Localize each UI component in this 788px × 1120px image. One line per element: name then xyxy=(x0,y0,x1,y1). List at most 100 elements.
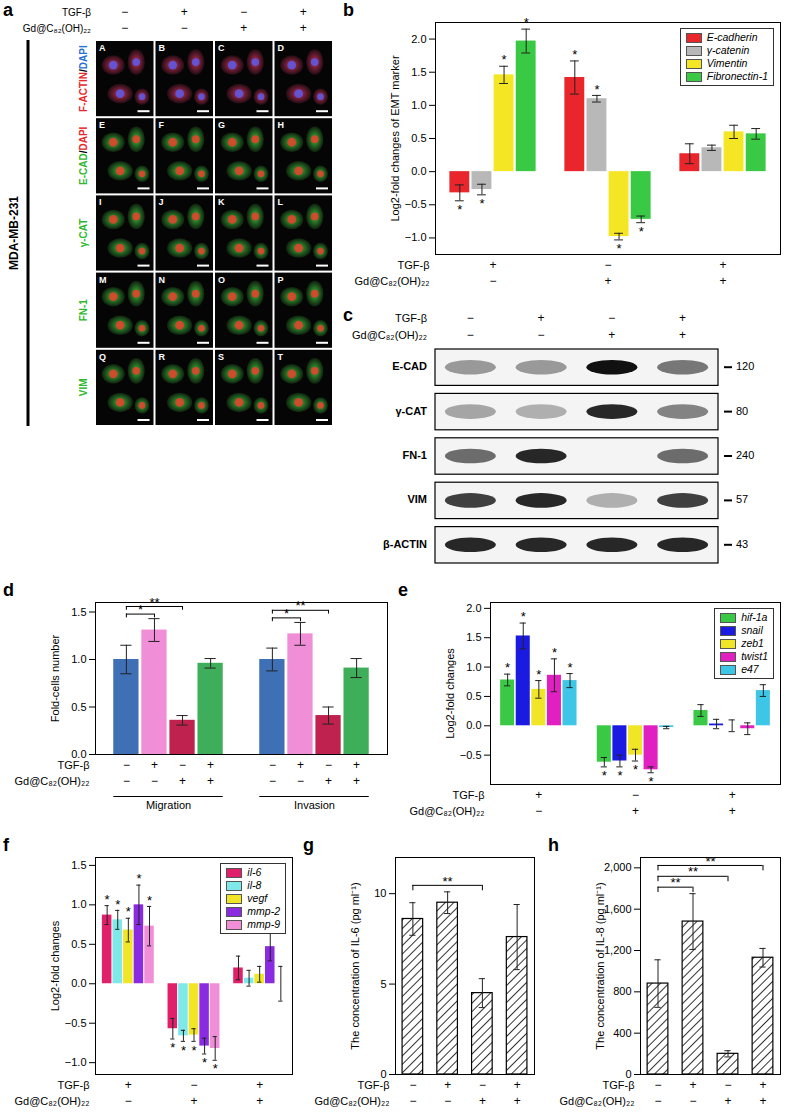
svg-text:+: + xyxy=(759,1094,766,1108)
svg-text:10: 10 xyxy=(374,887,386,899)
svg-text:0.5: 0.5 xyxy=(411,132,426,144)
svg-text:+: + xyxy=(514,1094,521,1108)
svg-text:TGF-β: TGF-β xyxy=(58,1079,90,1091)
svg-text:+: + xyxy=(300,5,307,19)
svg-text:1.5: 1.5 xyxy=(71,606,86,618)
svg-text:1,200: 1,200 xyxy=(604,944,632,956)
svg-text:+: + xyxy=(151,758,158,772)
svg-text:F-ACTIN/DAPI: F-ACTIN/DAPI xyxy=(78,45,89,112)
svg-text:80: 80 xyxy=(736,405,748,417)
svg-text:TGF-β: TGF-β xyxy=(603,1079,635,1091)
svg-text:*: * xyxy=(505,660,510,675)
svg-text:+: + xyxy=(719,274,726,288)
svg-text:−1.0: −1.0 xyxy=(65,1056,87,1068)
svg-text:TGF-β: TGF-β xyxy=(358,1079,390,1091)
svg-text:+: + xyxy=(729,804,736,818)
svg-text:Gd@C₈₂(OH)₂₂: Gd@C₈₂(OH)₂₂ xyxy=(560,1095,635,1107)
svg-text:E-CAD/DAPI: E-CAD/DAPI xyxy=(78,126,89,185)
svg-text:Q: Q xyxy=(99,352,106,362)
svg-text:−: − xyxy=(654,1078,661,1092)
svg-text:−: − xyxy=(325,758,332,772)
svg-text:−1.0: −1.0 xyxy=(405,231,427,243)
svg-text:*: * xyxy=(457,202,462,217)
svg-text:+: + xyxy=(125,1078,132,1092)
svg-text:5: 5 xyxy=(380,978,386,990)
svg-text:N: N xyxy=(159,275,166,285)
svg-text:TGF-β: TGF-β xyxy=(453,789,485,801)
svg-text:+: + xyxy=(604,274,611,288)
svg-text:+: + xyxy=(759,1078,766,1092)
svg-text:*: * xyxy=(136,871,141,886)
svg-text:P: P xyxy=(278,275,284,285)
svg-text:1,600: 1,600 xyxy=(604,903,632,915)
svg-text:−: − xyxy=(269,774,276,788)
svg-text:Fold-cells number: Fold-cells number xyxy=(49,634,61,722)
svg-text:−: − xyxy=(240,5,247,19)
svg-text:+: + xyxy=(514,1078,521,1092)
svg-text:MDA-MB-231: MDA-MB-231 xyxy=(7,196,21,270)
svg-text:2.0: 2.0 xyxy=(411,33,426,45)
svg-text:−: − xyxy=(489,274,496,288)
svg-text:*: * xyxy=(639,224,644,239)
svg-text:−: − xyxy=(467,328,474,342)
svg-text:+: + xyxy=(608,328,615,342)
svg-text:−: − xyxy=(467,311,474,325)
svg-text:0.5: 0.5 xyxy=(71,938,86,950)
svg-text:+: + xyxy=(179,774,186,788)
svg-text:+: + xyxy=(679,311,686,325)
svg-text:+: + xyxy=(181,5,188,19)
svg-text:H: H xyxy=(278,120,285,130)
svg-text:−: − xyxy=(121,5,128,19)
svg-text:*: * xyxy=(602,768,607,783)
svg-text:+: + xyxy=(489,258,496,272)
svg-text:0.0: 0.0 xyxy=(71,977,86,989)
svg-text:+: + xyxy=(190,1094,197,1108)
svg-text:J: J xyxy=(159,197,164,207)
svg-text:F: F xyxy=(159,120,165,130)
svg-text:Gd@C₈₂(OH)₂₂: Gd@C₈₂(OH)₂₂ xyxy=(352,329,427,341)
svg-text:*: * xyxy=(617,241,622,256)
svg-text:−: − xyxy=(632,788,639,802)
svg-text:S: S xyxy=(218,352,224,362)
svg-text:+: + xyxy=(719,258,726,272)
svg-text:Gd@C₈₂(OH)₂₂: Gd@C₈₂(OH)₂₂ xyxy=(15,775,90,787)
svg-text:+: + xyxy=(297,758,304,772)
svg-text:1.5: 1.5 xyxy=(411,66,426,78)
svg-text:VIM: VIM xyxy=(78,379,89,397)
svg-text:*: * xyxy=(170,1040,175,1055)
svg-text:**: ** xyxy=(688,864,698,879)
svg-text:−: − xyxy=(121,21,128,35)
svg-text:FN-1: FN-1 xyxy=(403,449,427,461)
svg-text:−: − xyxy=(123,774,130,788)
svg-text:TGF-β: TGF-β xyxy=(395,312,427,324)
svg-text:−: − xyxy=(608,311,615,325)
svg-text:+: + xyxy=(679,328,686,342)
svg-text:L: L xyxy=(278,197,284,207)
svg-text:*: * xyxy=(617,768,622,783)
svg-text:1.0: 1.0 xyxy=(411,99,426,111)
svg-text:R: R xyxy=(159,352,166,362)
svg-text:240: 240 xyxy=(736,449,754,461)
svg-text:*: * xyxy=(633,762,638,777)
svg-text:**: ** xyxy=(670,875,680,890)
svg-text:VIM: VIM xyxy=(407,493,427,505)
svg-text:TGF-β: TGF-β xyxy=(58,759,90,771)
svg-text:+: + xyxy=(353,774,360,788)
svg-text:0.5: 0.5 xyxy=(466,690,481,702)
svg-text:+: + xyxy=(729,788,736,802)
svg-text:FN-1: FN-1 xyxy=(78,299,89,322)
svg-text:γ-CAT: γ-CAT xyxy=(395,405,427,417)
svg-text:+: + xyxy=(689,1078,696,1092)
svg-text:+: + xyxy=(535,788,542,802)
svg-text:Gd@C₈₂(OH)₂₂: Gd@C₈₂(OH)₂₂ xyxy=(315,1095,390,1107)
svg-text:−: − xyxy=(409,1078,416,1092)
svg-text:+: + xyxy=(325,774,332,788)
svg-text:2,000: 2,000 xyxy=(604,861,632,873)
svg-text:*: * xyxy=(502,52,507,67)
svg-text:2.0: 2.0 xyxy=(466,602,481,614)
svg-text:Log2-fold changes: Log2-fold changes xyxy=(444,648,456,739)
svg-text:−: − xyxy=(409,1094,416,1108)
svg-text:120: 120 xyxy=(736,360,754,372)
svg-text:−: − xyxy=(269,758,276,772)
svg-text:*: * xyxy=(181,1043,186,1058)
